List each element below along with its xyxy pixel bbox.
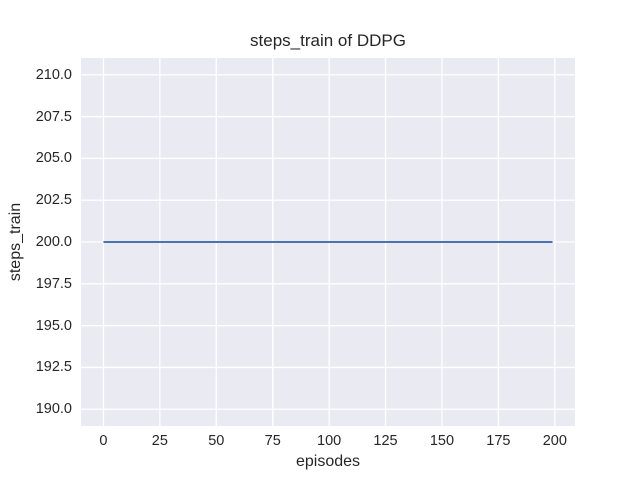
y-tick-label: 210.0 bbox=[35, 66, 72, 83]
y-axis-label: steps_train bbox=[7, 202, 24, 282]
x-tick-label: 75 bbox=[264, 433, 281, 449]
x-tick-label: 25 bbox=[151, 433, 168, 449]
y-tick-label: 192.5 bbox=[35, 359, 72, 376]
x-tick-label: 150 bbox=[429, 433, 455, 449]
y-tick-label: 207.5 bbox=[35, 108, 72, 125]
x-tick-label: 200 bbox=[542, 433, 567, 449]
y-tick-label: 200.0 bbox=[35, 234, 72, 250]
y-tick-label: 195.0 bbox=[35, 317, 72, 334]
x-tick-label: 125 bbox=[373, 433, 398, 449]
y-tick-label: 190.0 bbox=[35, 401, 72, 418]
x-tick-label: 175 bbox=[486, 433, 511, 449]
x-tick-label: 100 bbox=[317, 433, 342, 449]
y-tick-label: 205.0 bbox=[35, 150, 72, 167]
chart-title: steps_train of DDPG bbox=[250, 31, 406, 50]
x-tick-label: 50 bbox=[208, 433, 225, 449]
plot-canvas bbox=[81, 58, 575, 426]
y-tick-label: 202.5 bbox=[35, 192, 72, 209]
plot-area bbox=[81, 58, 575, 426]
x-tick-label: 0 bbox=[99, 433, 108, 449]
y-tick-label: 197.5 bbox=[35, 275, 72, 292]
x-axis-label: episodes bbox=[295, 453, 361, 470]
